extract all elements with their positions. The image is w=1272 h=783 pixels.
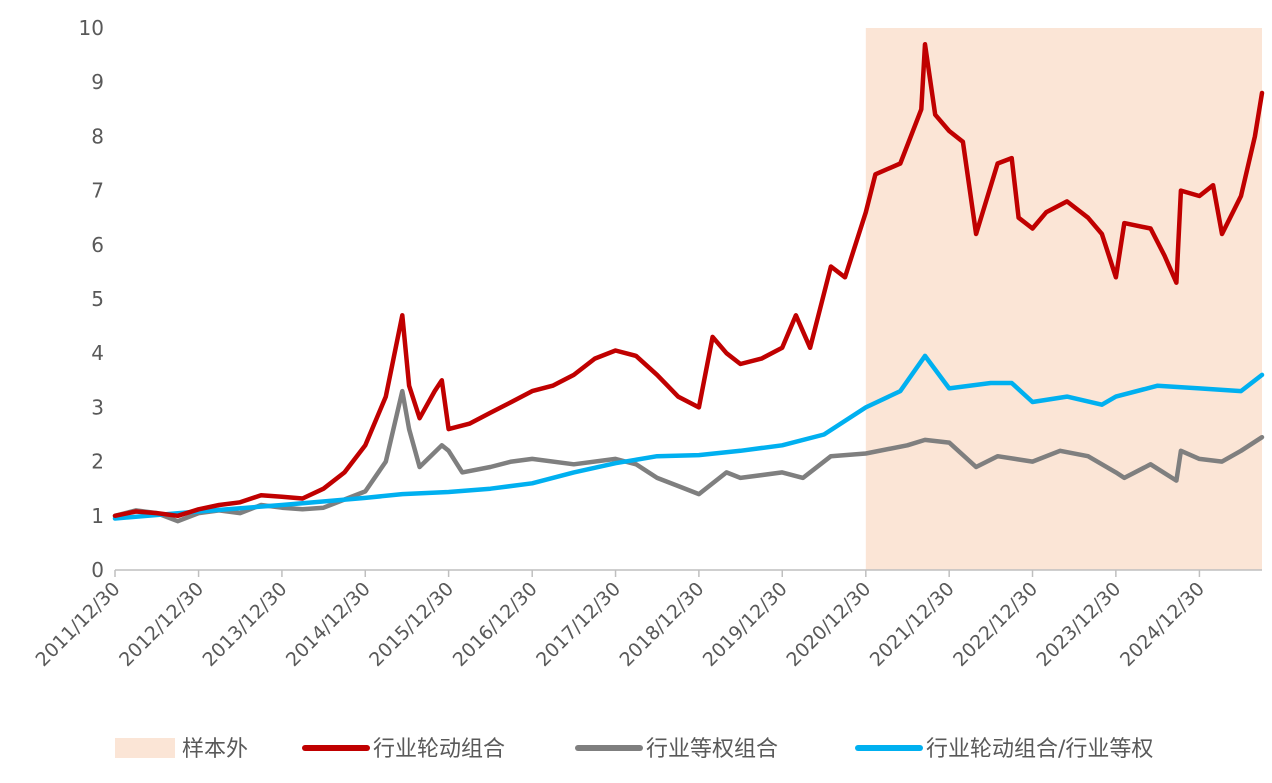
x-tick-label: 2017/12/30 [532,578,625,671]
x-tick-label: 2021/12/30 [866,578,959,671]
y-tick-label: 3 [91,395,104,419]
out-of-sample-region [865,28,1262,570]
x-tick-label: 2015/12/30 [365,578,458,671]
y-tick-label: 2 [91,450,104,474]
x-tick-label: 2019/12/30 [699,578,792,671]
y-tick-label: 6 [91,233,104,257]
y-tick-label: 9 [91,70,104,94]
y-tick-label: 7 [91,179,104,203]
legend-label-out-of-sample: 样本外 [182,737,248,762]
legend-swatch-out-of-sample [115,738,175,758]
y-tick-label: 0 [91,558,104,582]
series-line-0 [112,42,1265,519]
legend-label-1: 行业等权组合 [646,737,778,762]
y-tick-label: 4 [91,341,104,365]
y-tick-label: 10 [79,16,104,40]
legend-label-0: 行业轮动组合 [373,737,505,762]
y-tick-label: 8 [91,124,104,148]
x-tick-label: 2011/12/30 [32,578,125,671]
series-line-1 [112,388,1265,524]
y-tick-label: 1 [91,504,104,528]
x-tick-label: 2012/12/30 [115,578,208,671]
x-tick-label: 2014/12/30 [282,578,375,671]
series-line-2 [112,353,1265,521]
x-tick-label: 2013/12/30 [198,578,291,671]
x-tick-label: 2024/12/30 [1116,578,1209,671]
x-tick-label: 2016/12/30 [449,578,542,671]
y-tick-label: 5 [91,287,104,311]
x-tick-label: 2018/12/30 [615,578,708,671]
x-tick-label: 2022/12/30 [949,578,1042,671]
legend-label-2: 行业轮动组合/行业等权 [926,737,1153,762]
x-tick-label: 2023/12/30 [1032,578,1125,671]
x-tick-label: 2020/12/30 [782,578,875,671]
